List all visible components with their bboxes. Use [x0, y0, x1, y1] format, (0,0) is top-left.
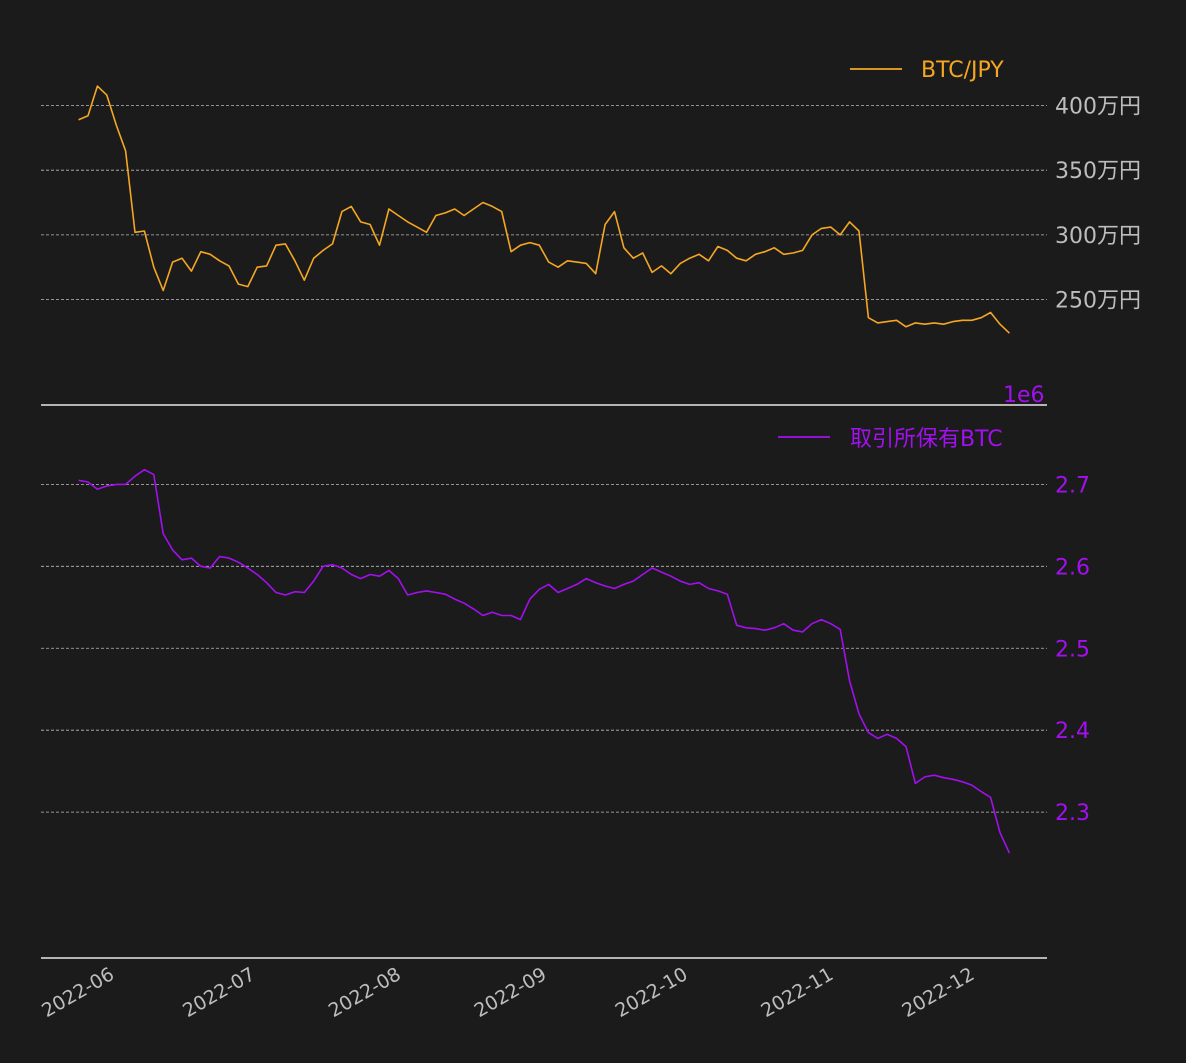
- y-tick-label: 2.7: [1055, 473, 1090, 498]
- price-panel: 400万円 350万円 300万円 250万円 1e6 BTC/JPY: [41, 58, 1141, 408]
- price-multiplier-label: 1e6: [1003, 383, 1045, 408]
- holdings-legend-label: 取引所保有BTC: [850, 427, 1003, 452]
- y-tick-label: 400万円: [1055, 94, 1141, 119]
- price-legend: BTC/JPY: [850, 58, 1004, 83]
- holdings-legend: 取引所保有BTC: [778, 427, 1003, 452]
- y-tick-label: 2.6: [1055, 555, 1090, 580]
- price-y-tick-labels: 400万円 350万円 300万円 250万円: [1055, 94, 1141, 313]
- y-tick-label: 300万円: [1055, 224, 1141, 249]
- y-tick-label: 250万円: [1055, 289, 1141, 314]
- holdings-y-tick-labels: 2.7 2.6 2.5 2.4 2.3: [1055, 473, 1090, 826]
- y-tick-label: 350万円: [1055, 159, 1141, 184]
- exchange-btc-line: [78, 468, 1011, 854]
- y-tick-label: 2.3: [1055, 801, 1090, 826]
- price-gridlines: [41, 105, 1047, 300]
- price-legend-label: BTC/JPY: [921, 58, 1004, 83]
- btc-jpy-line: [78, 85, 1010, 334]
- y-tick-label: 2.5: [1055, 637, 1090, 662]
- holdings-gridlines: [41, 484, 1047, 813]
- y-tick-label: 2.4: [1055, 719, 1090, 744]
